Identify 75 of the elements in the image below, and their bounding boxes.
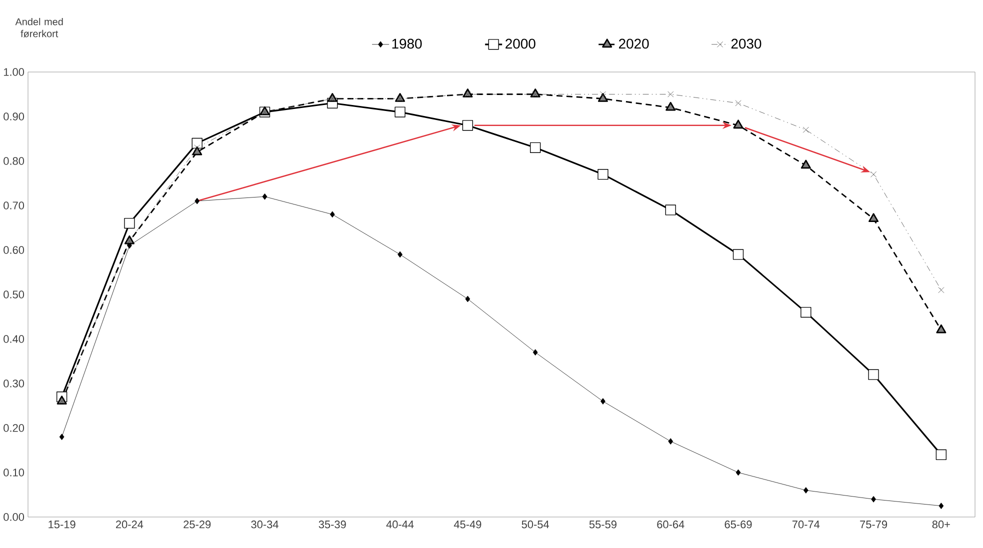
y-tick-label: 0.20 xyxy=(4,424,24,432)
point xyxy=(802,126,809,133)
x-tick-label: 20-24 xyxy=(116,520,144,528)
point xyxy=(870,171,877,178)
y-tick-label: 0.70 xyxy=(4,202,24,210)
point xyxy=(262,109,268,116)
point xyxy=(194,144,200,151)
point xyxy=(462,120,474,131)
point xyxy=(732,249,744,260)
point xyxy=(665,204,676,216)
point xyxy=(330,211,335,218)
point xyxy=(58,398,65,404)
point xyxy=(938,502,944,510)
y-tick-label: 0.60 xyxy=(4,246,24,254)
point xyxy=(735,100,742,106)
x-tick-label: 15-19 xyxy=(48,520,76,528)
y-tick-label: 0.80 xyxy=(4,157,24,165)
x-tick-label: 30-34 xyxy=(251,520,278,528)
point xyxy=(262,193,268,200)
point xyxy=(397,96,404,102)
x-tick-label: 35-39 xyxy=(318,520,346,528)
x-tick-label: 70-74 xyxy=(792,520,820,528)
point xyxy=(59,434,64,440)
point xyxy=(465,296,470,302)
point xyxy=(871,496,876,502)
point xyxy=(532,349,538,356)
x-tick-label: 50-54 xyxy=(522,520,550,528)
point xyxy=(530,142,541,153)
legend-label: 2000 xyxy=(506,38,536,49)
point xyxy=(532,91,538,98)
point xyxy=(868,213,879,222)
point xyxy=(598,93,608,102)
point xyxy=(194,198,200,204)
x-tick-label: 65-69 xyxy=(724,520,752,528)
x-tick-label: 75-79 xyxy=(860,520,888,528)
y-tick-label: 0.90 xyxy=(4,112,24,120)
y-tick-label: 0.40 xyxy=(4,335,24,343)
y-tick-label: 0.00 xyxy=(4,513,24,521)
legend-label: 1980 xyxy=(392,38,422,49)
y-tick-label: 0.30 xyxy=(4,380,24,388)
point xyxy=(666,102,676,111)
x-tick-label: 45-49 xyxy=(454,520,482,528)
point xyxy=(464,91,471,98)
point xyxy=(803,487,808,494)
point xyxy=(329,96,336,102)
x-tick-label: 25-29 xyxy=(184,520,211,528)
y-tick-label: 0.50 xyxy=(4,290,24,298)
y-axis-title: Andel med førerkort xyxy=(15,18,63,38)
y-tick-label: 0.10 xyxy=(4,468,24,476)
point xyxy=(936,324,946,334)
point xyxy=(598,169,608,180)
point xyxy=(800,160,811,169)
point xyxy=(600,398,606,404)
point xyxy=(668,91,674,98)
point xyxy=(938,287,944,294)
point xyxy=(800,306,812,318)
x-tick-label: 40-44 xyxy=(386,520,414,528)
point xyxy=(192,146,202,156)
point xyxy=(736,469,741,476)
point xyxy=(394,106,406,118)
y-tick-label: 1.00 xyxy=(4,68,24,76)
legend-label: 2030 xyxy=(731,38,762,49)
point xyxy=(668,438,674,445)
point xyxy=(124,218,135,229)
legend-label: 2020 xyxy=(619,38,649,49)
point xyxy=(868,369,879,380)
point xyxy=(126,238,132,244)
point xyxy=(936,449,947,460)
point xyxy=(192,138,202,149)
x-tick-label: 60-64 xyxy=(657,520,684,528)
point xyxy=(600,91,606,98)
x-tick-label: 55-59 xyxy=(589,520,616,528)
x-tick-label: 80+ xyxy=(932,520,950,528)
point xyxy=(398,251,402,258)
point xyxy=(733,120,744,129)
